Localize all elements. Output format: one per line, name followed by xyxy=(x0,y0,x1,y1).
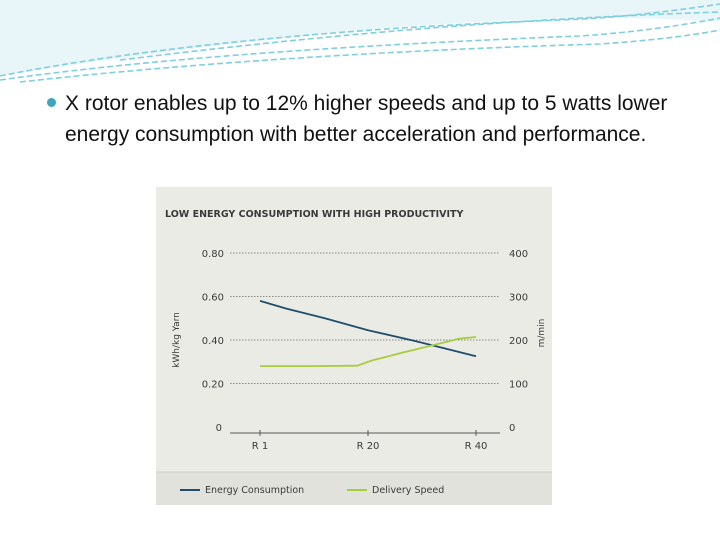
legend-label: Delivery Speed xyxy=(372,485,444,496)
chart-title: LOW ENERGY CONSUMPTION WITH HIGH PRODUCT… xyxy=(165,209,464,220)
y-tick-label: 0.20 xyxy=(202,380,224,391)
bullet-item: X rotor enables up to 12% higher speeds … xyxy=(44,88,694,150)
y-axis-label: kWh/kg Yarn xyxy=(172,312,182,368)
decor-wave-line-4 xyxy=(119,11,720,61)
series-line-delivery-speed xyxy=(260,336,477,368)
y-right-tick-label: 100 xyxy=(509,380,528,391)
legend-label: Energy Consumption xyxy=(205,485,304,496)
y-right-tick-label: 300 xyxy=(509,293,528,304)
bullet-icon xyxy=(47,98,56,107)
chart: LOW ENERGY CONSUMPTION WITH HIGH PRODUCT… xyxy=(156,187,552,505)
y-tick-label: 0.60 xyxy=(202,293,224,304)
x-tick-label: R 20 xyxy=(357,441,380,452)
y-right-tick-label: 400 xyxy=(509,249,528,260)
y-tick-label: 0.40 xyxy=(202,336,224,347)
y-right-tick-label: 200 xyxy=(509,336,528,347)
y-right-tick-label: 0 xyxy=(509,423,515,434)
series-line-energy-consumption xyxy=(259,300,477,358)
y-tick-label: 0 xyxy=(216,423,222,434)
chart-background xyxy=(156,187,552,472)
slide-decoration xyxy=(0,0,720,83)
legend-background xyxy=(156,472,552,505)
decor-wave-line-3 xyxy=(19,29,720,83)
x-tick-label: R 1 xyxy=(252,441,269,452)
x-tick-label: R 40 xyxy=(465,441,488,452)
decor-wave-band xyxy=(0,0,720,76)
y-tick-label: 0.80 xyxy=(202,249,224,260)
chart-panel: LOW ENERGY CONSUMPTION WITH HIGH PRODUCT… xyxy=(156,187,552,505)
bullet-text: X rotor enables up to 12% higher speeds … xyxy=(65,92,668,146)
decor-wave-line-1 xyxy=(0,3,720,77)
y-right-axis-label: m/min xyxy=(537,319,547,348)
